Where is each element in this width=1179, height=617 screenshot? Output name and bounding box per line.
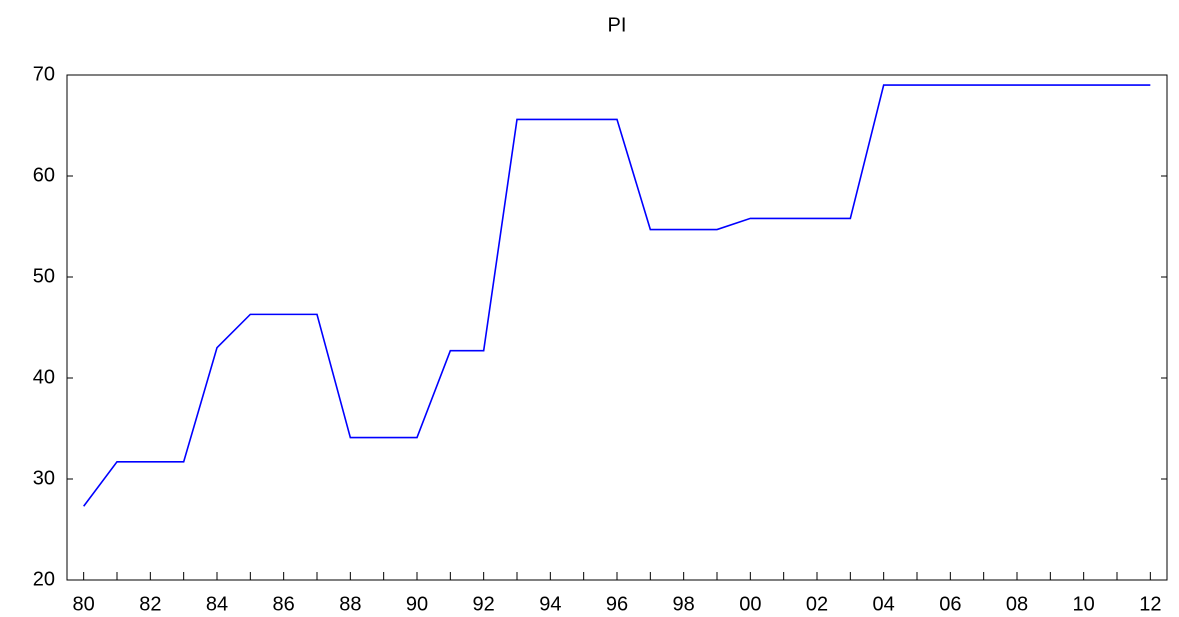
x-tick-label: 84 — [206, 593, 228, 615]
x-tick-label: 98 — [673, 593, 695, 615]
y-tick-label: 60 — [33, 164, 55, 186]
x-tick-label: 08 — [1006, 593, 1028, 615]
y-tick-label: 30 — [33, 467, 55, 489]
x-tick-label: 94 — [539, 593, 561, 615]
x-tick-label: 86 — [273, 593, 295, 615]
x-tick-label: 02 — [806, 593, 828, 615]
x-tick-label: 80 — [73, 593, 95, 615]
x-tick-label: 00 — [739, 593, 761, 615]
x-tick-label: 90 — [406, 593, 428, 615]
chart-title: PI — [608, 14, 627, 36]
y-tick-label: 50 — [33, 265, 55, 287]
y-tick-label: 70 — [33, 63, 55, 85]
x-tick-label: 92 — [473, 593, 495, 615]
x-tick-label: 06 — [939, 593, 961, 615]
plot-frame — [66, 74, 1168, 581]
x-tick-label: 04 — [873, 593, 895, 615]
x-tick-label: 10 — [1073, 593, 1095, 615]
x-tick-label: 96 — [606, 593, 628, 615]
x-tick-label: 12 — [1139, 593, 1161, 615]
y-tick-label: 40 — [33, 366, 55, 388]
x-tick-label: 88 — [339, 593, 361, 615]
series-line — [83, 84, 1151, 507]
x-tick-label: 82 — [139, 593, 161, 615]
y-tick-label: 20 — [33, 568, 55, 590]
